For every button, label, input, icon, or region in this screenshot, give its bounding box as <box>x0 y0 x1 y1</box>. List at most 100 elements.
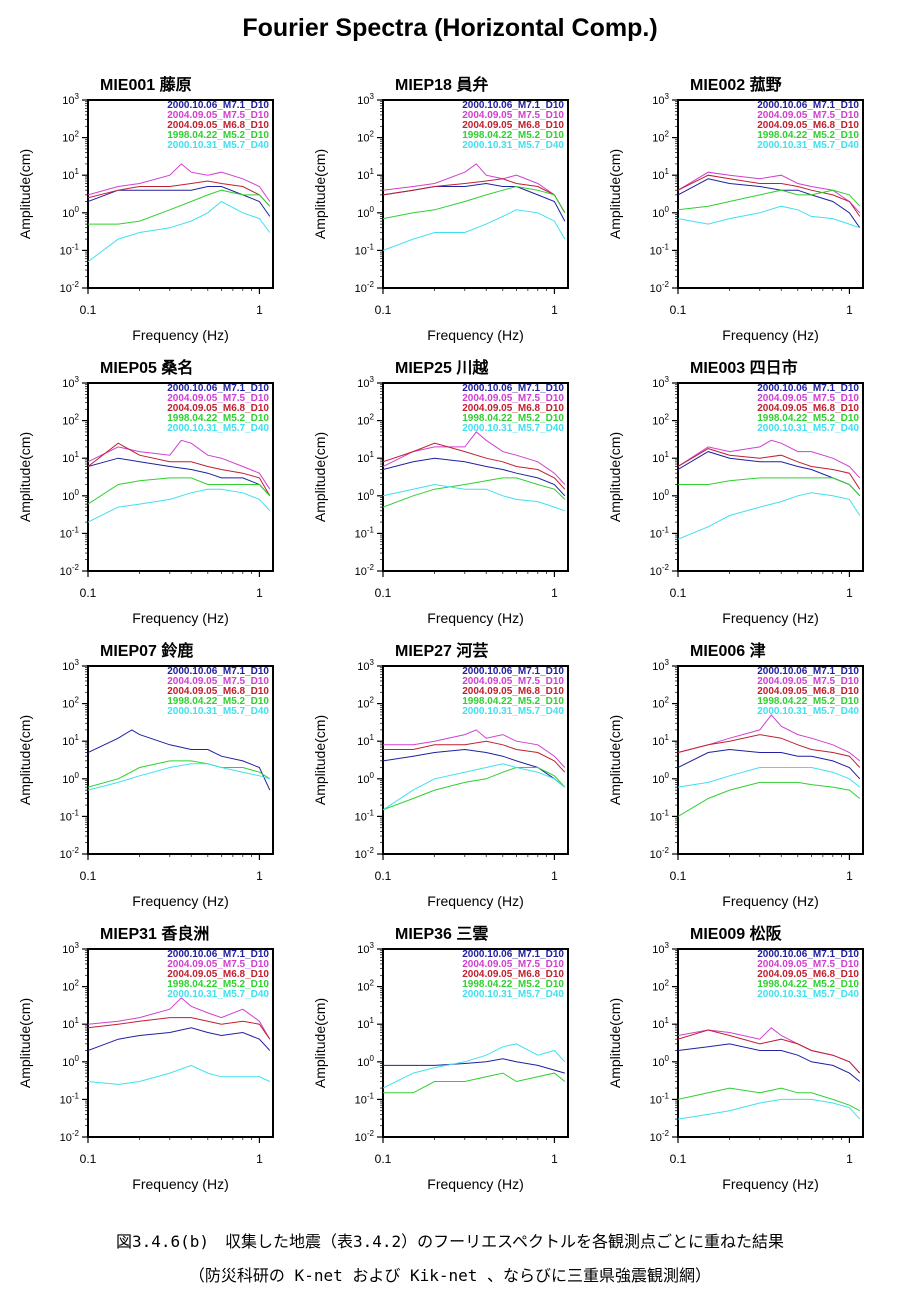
legend-entry: 2004.09.05_M7.5_D10 <box>757 110 859 121</box>
legend-entry: 2004.09.05_M7.5_D10 <box>462 393 564 404</box>
series-line <box>88 1017 271 1040</box>
y-tick-label: 10-1 <box>355 808 375 823</box>
y-tick-label: 102 <box>62 696 79 711</box>
legend-entry: 2004.09.05_M6.8_D10 <box>167 969 269 980</box>
x-tick-label: 0.1 <box>80 586 97 600</box>
y-tick-label: 103 <box>357 375 374 390</box>
y-tick-label: 100 <box>357 205 374 220</box>
legend-entry: 2004.09.05_M7.5_D10 <box>757 393 859 404</box>
series-line <box>383 209 566 251</box>
series-line <box>678 767 861 788</box>
x-tick-label: 1 <box>551 303 558 317</box>
x-axis-label: Frequency (Hz) <box>427 1176 523 1192</box>
station-title: MIE009 松阪 <box>690 924 783 943</box>
series-line <box>383 185 566 220</box>
series-line <box>383 1072 566 1094</box>
y-tick-label: 10-1 <box>650 808 670 823</box>
y-tick-label: 10-1 <box>355 525 375 540</box>
x-tick-label: 1 <box>256 586 263 600</box>
y-tick-label: 100 <box>62 771 79 786</box>
y-tick-label: 102 <box>652 696 669 711</box>
y-tick-label: 10-2 <box>60 846 80 861</box>
y-tick-label: 100 <box>652 1054 669 1069</box>
legend-entry: 1998.04.22_M5.2_D10 <box>462 130 564 141</box>
legend-entry: 2004.09.05_M7.5_D10 <box>757 676 859 687</box>
series-line <box>678 477 861 497</box>
y-tick-label: 101 <box>62 450 79 465</box>
y-axis-label: Amplitude(cm) <box>17 432 33 522</box>
series-group <box>88 163 271 263</box>
x-axis-label: Frequency (Hz) <box>722 610 818 626</box>
y-tick-label: 10-2 <box>60 1129 80 1144</box>
legend-entry: 2004.09.05_M6.8_D10 <box>462 120 564 131</box>
legend-entry: 1998.04.22_M5.2_D10 <box>757 130 859 141</box>
plot-frame <box>382 382 569 572</box>
legend-entry: 2004.09.05_M7.5_D10 <box>167 676 269 687</box>
x-tick-label: 0.1 <box>670 1152 687 1166</box>
station-title: MIEP05 桑名 <box>100 358 193 377</box>
plot-frame <box>677 382 864 572</box>
legend-entry: 2004.09.05_M6.8_D10 <box>167 403 269 414</box>
y-tick-label: 10-2 <box>355 280 375 295</box>
y-tick-label: 103 <box>62 375 79 390</box>
series-line <box>383 477 566 508</box>
y-axis-label: Amplitude(cm) <box>17 998 33 1088</box>
legend-entry: 1998.04.22_M5.2_D10 <box>462 696 564 707</box>
x-axis-label: Frequency (Hz) <box>132 610 228 626</box>
legend-entry: 2004.09.05_M6.8_D10 <box>167 120 269 131</box>
y-tick-label: 10-1 <box>60 525 80 540</box>
y-tick-label: 100 <box>62 205 79 220</box>
y-axis-label: Amplitude(cm) <box>312 149 328 239</box>
legend-entry: 2004.09.05_M6.8_D10 <box>757 403 859 414</box>
y-tick-label: 103 <box>62 92 79 107</box>
y-tick-label: 100 <box>652 205 669 220</box>
y-tick-label: 10-2 <box>650 1129 670 1144</box>
y-tick-label: 10-1 <box>650 242 670 257</box>
y-tick-label: 102 <box>357 979 374 994</box>
legend-entry: 2004.09.05_M6.8_D10 <box>167 686 269 697</box>
y-tick-label: 102 <box>62 979 79 994</box>
x-tick-label: 0.1 <box>670 869 687 883</box>
series-line <box>678 205 860 229</box>
station-title: MIEP36 三雲 <box>395 925 488 943</box>
legend-entry: 2000.10.06_M7.1_D10 <box>167 666 269 677</box>
legend-entry: 1998.04.22_M5.2_D10 <box>757 979 859 990</box>
series-line <box>88 1027 271 1051</box>
y-tick-label: 101 <box>652 733 669 748</box>
legend-entry: 2000.10.31_M5.7_D40 <box>757 423 859 434</box>
y-tick-label: 101 <box>62 733 79 748</box>
legend-entry: 2000.10.31_M5.7_D40 <box>167 706 269 717</box>
plot-frame <box>677 665 864 855</box>
series-line <box>678 174 861 217</box>
y-tick-label: 101 <box>652 1016 669 1031</box>
legend-entry: 2004.09.05_M6.8_D10 <box>462 686 564 697</box>
x-tick-label: 1 <box>551 1152 558 1166</box>
station-title: MIE002 菰野 <box>690 75 782 94</box>
series-line <box>678 492 861 540</box>
x-tick-label: 0.1 <box>670 303 687 317</box>
y-axis-label: Amplitude(cm) <box>607 715 623 805</box>
legend-entry: 2000.10.06_M7.1_D10 <box>167 100 269 111</box>
plot-frame <box>382 665 569 855</box>
y-tick-label: 100 <box>652 488 669 503</box>
series-line <box>678 189 861 211</box>
x-tick-label: 0.1 <box>80 303 97 317</box>
y-tick-label: 103 <box>62 658 79 673</box>
legend-entry: 2000.10.06_M7.1_D10 <box>757 666 859 677</box>
y-axis-label: Amplitude(cm) <box>607 149 623 239</box>
series-line <box>678 178 861 229</box>
series-line <box>383 163 566 214</box>
legend-entry: 1998.04.22_M5.2_D10 <box>167 979 269 990</box>
x-tick-label: 0.1 <box>375 586 392 600</box>
plot-frame <box>87 382 274 572</box>
y-tick-label: 101 <box>357 733 374 748</box>
legend-entry: 2000.10.06_M7.1_D10 <box>167 383 269 394</box>
legend-entry: 2004.09.05_M7.5_D10 <box>757 959 859 970</box>
x-axis-label: Frequency (Hz) <box>132 893 228 909</box>
